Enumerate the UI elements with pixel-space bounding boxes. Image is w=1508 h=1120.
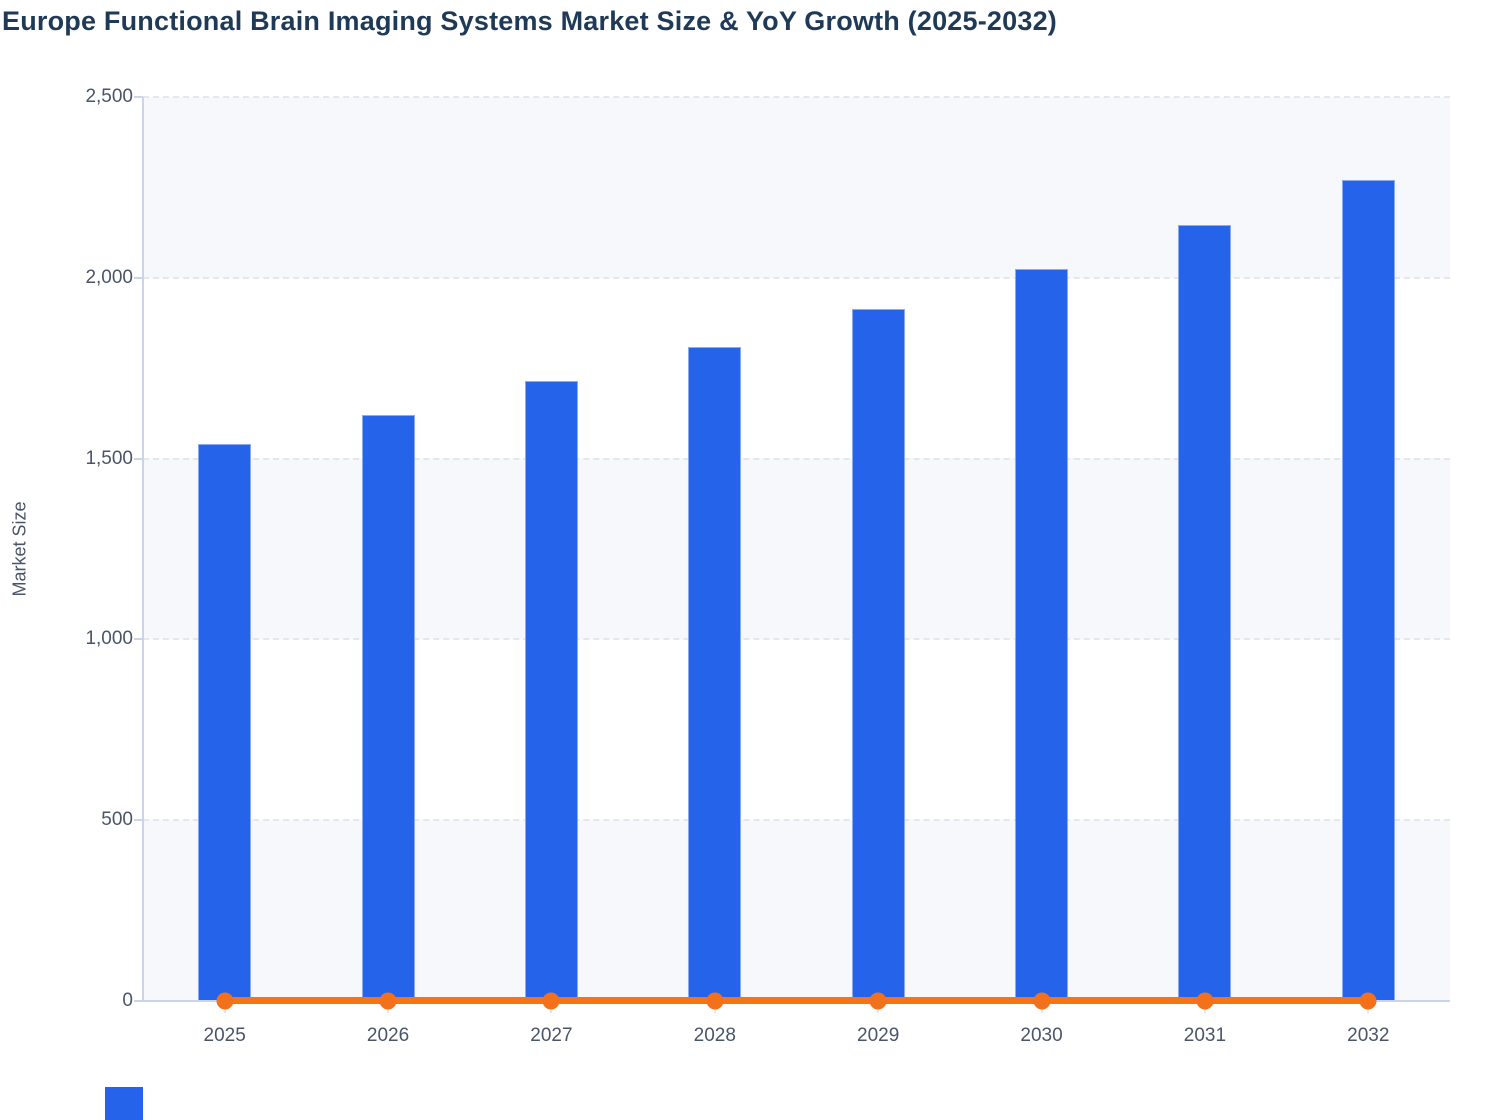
y-axis-tick	[134, 1000, 143, 1002]
yoy-marker-2027[interactable]	[542, 992, 560, 1009]
y-axis-tick-label: 2,000	[85, 266, 133, 288]
x-axis-tick-label: 2031	[1183, 1025, 1227, 1046]
y-axis-tick-label: 500	[101, 809, 133, 831]
bar-2030[interactable]	[1015, 268, 1069, 1001]
x-axis-tick-label: 2029	[857, 1025, 900, 1046]
y-axis-tick-label: 1,500	[85, 447, 133, 469]
gridline-1500	[143, 457, 1450, 460]
y-axis-title: Market Size	[9, 501, 30, 597]
chart-title: Europe Functional Brain Imaging Systems …	[2, 6, 1057, 36]
yoy-marker-2032[interactable]	[1359, 992, 1377, 1009]
bar-2027[interactable]	[524, 380, 578, 1001]
y-axis-tick-label: 0	[122, 990, 133, 1011]
x-axis-tick-label: 2028	[693, 1025, 736, 1046]
yoy-marker-2031[interactable]	[1196, 992, 1214, 1009]
yoy-marker-2029[interactable]	[869, 992, 887, 1009]
yoy-marker-2025[interactable]	[216, 992, 234, 1009]
y-axis-tick-label: 1,000	[85, 628, 133, 650]
yoy-marker-2026[interactable]	[379, 992, 397, 1009]
plot-area	[143, 96, 1450, 1001]
y-axis-tick	[134, 457, 143, 460]
x-axis-tick-label: 2026	[366, 1025, 410, 1046]
bar-2026[interactable]	[361, 415, 415, 1001]
x-axis-tick-label: 2030	[1020, 1025, 1063, 1046]
bar-2031[interactable]	[1178, 225, 1232, 1001]
x-axis-tick-label: 2027	[530, 1025, 573, 1046]
gridline-500	[143, 819, 1450, 822]
y-axis-line	[142, 97, 144, 1001]
y-axis-tick	[134, 96, 143, 98]
bar-2032[interactable]	[1341, 180, 1395, 1001]
y-axis-tick-label: 2,500	[85, 86, 133, 107]
x-axis-tick-label: 2032	[1347, 1025, 1390, 1046]
y-axis-tick	[134, 819, 143, 822]
gridline-1000	[143, 638, 1450, 641]
y-axis-tick	[134, 638, 143, 641]
x-axis-tick-label: 2025	[203, 1025, 246, 1046]
gridline-2500	[143, 96, 1450, 98]
bar-2025[interactable]	[198, 444, 252, 1001]
bar-2028[interactable]	[688, 346, 742, 1001]
y-axis-tick	[134, 276, 143, 279]
yoy-marker-2028[interactable]	[706, 992, 724, 1009]
gridline-2000	[143, 276, 1450, 279]
bar-2029[interactable]	[851, 308, 905, 1001]
yoy-marker-2030[interactable]	[1033, 992, 1051, 1009]
clipped-legend-swatch[interactable]	[105, 1087, 143, 1120]
yoy-growth-line	[220, 997, 1373, 1004]
